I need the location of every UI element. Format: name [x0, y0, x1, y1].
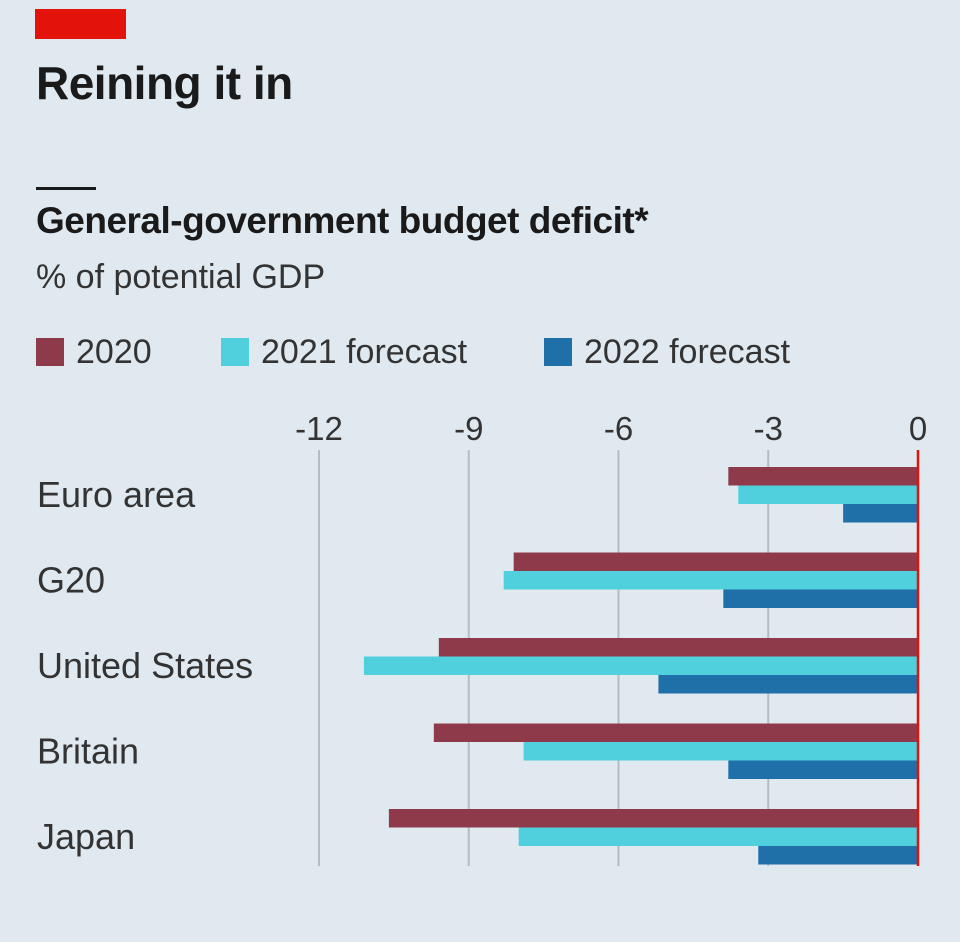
bar-britain-2022-forecast	[728, 760, 918, 779]
bar-japan-2020	[388, 809, 919, 828]
bar-layer	[363, 467, 919, 865]
legend-swatch-2022-forecast	[544, 338, 572, 366]
bar-japan-2021-forecast	[518, 827, 918, 846]
x-tick-label: 0	[909, 410, 927, 447]
legend-label-2020: 2020	[76, 332, 152, 371]
bar-euro-area-2020	[728, 467, 918, 486]
chart-subtitle: % of potential GDP	[36, 258, 326, 296]
x-tick-label: -3	[754, 410, 783, 447]
title-rule	[36, 187, 96, 190]
tick-layer: -12 -9 -6 -3 0	[295, 410, 927, 447]
bar-britain-2021-forecast	[523, 742, 918, 761]
legend-label-2022-forecast: 2022 forecast	[584, 332, 791, 371]
bar-britain-2020	[433, 723, 918, 742]
legend-item-2021-forecast: 2021 forecast	[221, 330, 467, 374]
legend-item-2022-forecast: 2022 forecast	[544, 330, 790, 374]
x-tick-label: -6	[604, 410, 633, 447]
legend-swatch-2021-forecast	[221, 338, 249, 366]
x-tick-label: -12	[295, 410, 343, 447]
bar-g20-2022-forecast	[723, 589, 918, 608]
legend-label-2021-forecast: 2021 forecast	[261, 332, 468, 371]
brand-red-tag	[35, 9, 126, 39]
legend-item-2020: 2020	[36, 330, 152, 374]
category-label-japan: Japan	[37, 816, 135, 857]
bar-euro-area-2021-forecast	[738, 485, 918, 504]
category-label-layer: Euro area G20 United States Britain Japan	[37, 474, 253, 857]
category-label-g20: G20	[37, 559, 105, 600]
category-label-britain: Britain	[37, 730, 139, 771]
chart-title: General-government budget deficit*	[36, 200, 649, 241]
headline: Reining it in	[36, 57, 293, 109]
bar-japan-2022-forecast	[758, 846, 918, 865]
x-tick-label: -9	[454, 410, 483, 447]
category-label-united-states: United States	[37, 645, 253, 686]
bar-united-states-2020	[438, 638, 918, 657]
legend-swatch-2020	[36, 338, 64, 366]
bar-euro-area-2022-forecast	[843, 504, 918, 523]
category-label-euro-area: Euro area	[37, 474, 196, 515]
bar-g20-2021-forecast	[503, 571, 918, 590]
bar-g20-2020	[513, 552, 918, 571]
bar-united-states-2021-forecast	[363, 656, 918, 675]
bar-united-states-2022-forecast	[658, 675, 918, 694]
